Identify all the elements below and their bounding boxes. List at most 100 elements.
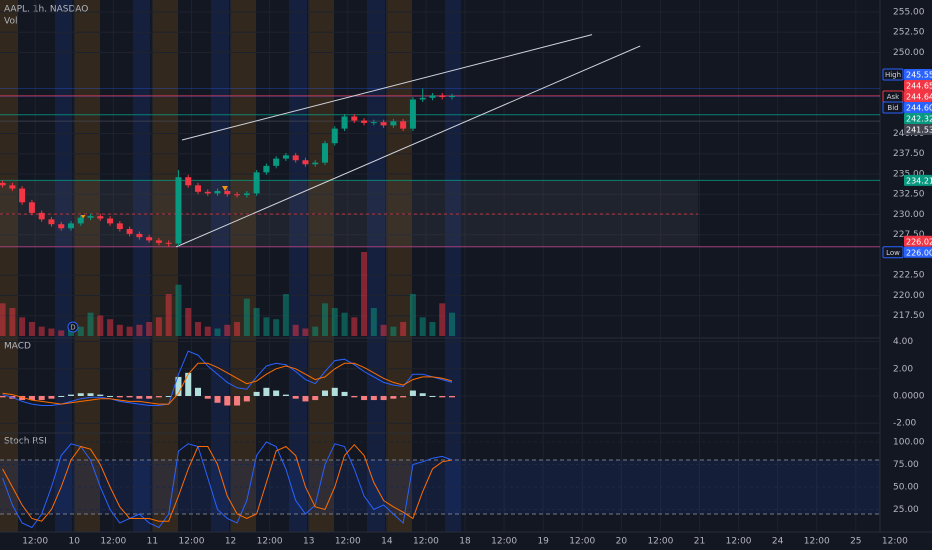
session-band: [367, 0, 385, 532]
y-tick-label: 220.00: [893, 291, 925, 301]
volume-bar: [28, 322, 35, 336]
signal-marker: [80, 214, 86, 219]
candle-body: [439, 95, 446, 98]
macd-legend: MACD: [4, 342, 31, 352]
y-tick-label: 217.50: [893, 311, 925, 321]
volume-bar: [107, 319, 114, 336]
x-tick-label: 12:00: [804, 537, 830, 547]
candle-body: [126, 229, 133, 234]
x-tick-label: 25: [850, 537, 861, 547]
y-tick-label: -2.00: [893, 419, 917, 429]
x-tick-label: 12: [225, 537, 236, 547]
price-badge-name-bg: [882, 101, 904, 114]
volume-bar: [409, 294, 416, 336]
x-tick-label: 21: [694, 537, 705, 547]
x-tick-label: 12:00: [491, 537, 517, 547]
candle-body: [19, 188, 26, 203]
histogram-bar: [292, 395, 299, 399]
session-band: [445, 0, 461, 532]
volume-bar: [400, 322, 407, 336]
candle-body: [28, 202, 35, 213]
price-badge: [904, 80, 932, 92]
candle-body: [390, 121, 397, 126]
histogram-bar: [409, 390, 416, 396]
volume-bar: [126, 326, 133, 336]
session-band: [308, 0, 334, 532]
candle-body: [146, 237, 153, 241]
histogram-bar: [77, 393, 84, 396]
candle-body: [361, 120, 368, 123]
candle-body: [107, 218, 114, 224]
indicator-line: [2, 350, 453, 406]
candle-body: [0, 182, 6, 186]
candle-body: [87, 216, 94, 218]
indicator-line: [2, 443, 453, 522]
candle-body: [116, 223, 123, 230]
candle-body: [253, 172, 260, 194]
x-tick-label: 10: [69, 537, 81, 547]
x-tick-label: 12:00: [882, 537, 908, 547]
candle-body: [419, 97, 426, 100]
price-badge-name-bg: [882, 68, 904, 81]
volume-bar: [273, 319, 280, 336]
volume-bar: [48, 328, 55, 336]
candle-body: [400, 121, 407, 129]
signal-marker: [222, 186, 228, 191]
histogram-bar: [390, 395, 397, 399]
volume-bar: [380, 324, 387, 336]
histogram-bar: [448, 395, 455, 398]
histogram-bar: [331, 387, 338, 396]
histogram-bar: [194, 387, 201, 396]
y-tick-label: 4.00: [893, 337, 913, 347]
candle-body: [302, 160, 309, 165]
price-badge-label: 245.55: [906, 71, 932, 80]
histogram-bar: [165, 395, 172, 397]
price-badge: [904, 91, 932, 103]
x-tick-label: 14: [381, 537, 393, 547]
dividend-marker: [67, 321, 79, 333]
price-badge-label: 226.02: [906, 237, 932, 246]
candle-body: [165, 242, 172, 244]
volume-legend: Vol: [4, 17, 17, 27]
volume-bar: [263, 317, 270, 336]
volume-bar: [243, 298, 250, 336]
volume-bar: [155, 317, 162, 336]
trend-line: [175, 45, 641, 248]
histogram-bar: [136, 395, 143, 399]
histogram-bar: [224, 395, 231, 406]
session-band: [133, 0, 150, 532]
candle-body: [185, 177, 192, 186]
volume-bar: [67, 328, 74, 336]
x-tick-label: 12:00: [22, 537, 48, 547]
volume-bar: [204, 326, 211, 336]
x-tick-label: 20: [616, 537, 628, 547]
histogram-bar: [155, 395, 162, 398]
candle-body: [48, 219, 55, 225]
histogram-bar: [234, 395, 241, 406]
volume-bar: [331, 308, 338, 336]
candle-body: [321, 143, 328, 163]
y-tick-label: 237.50: [893, 149, 925, 159]
candle-body: [58, 224, 65, 229]
volume-bar: [361, 252, 368, 336]
candle-body: [312, 162, 319, 165]
price-badge-label: 226.00: [906, 248, 932, 257]
x-tick-label: 11: [147, 537, 158, 547]
volume-bar: [351, 317, 358, 336]
volume-bar: [77, 326, 84, 336]
histogram-bar: [0, 395, 6, 398]
volume-bar: [439, 303, 446, 336]
price-badge-label: 241.53: [906, 126, 932, 135]
price-badge-name: Ask: [887, 93, 900, 101]
histogram-bar: [146, 395, 153, 399]
session-band: [211, 0, 229, 532]
price-badge: [904, 235, 932, 247]
candle-body: [409, 99, 416, 129]
price-badge-label: 242.32: [906, 115, 932, 124]
histogram-bar: [263, 387, 270, 396]
candle-body: [38, 212, 45, 220]
price-badge-name: Bid: [887, 104, 898, 112]
histogram-bar: [116, 395, 123, 398]
volume-bar: [341, 312, 348, 336]
